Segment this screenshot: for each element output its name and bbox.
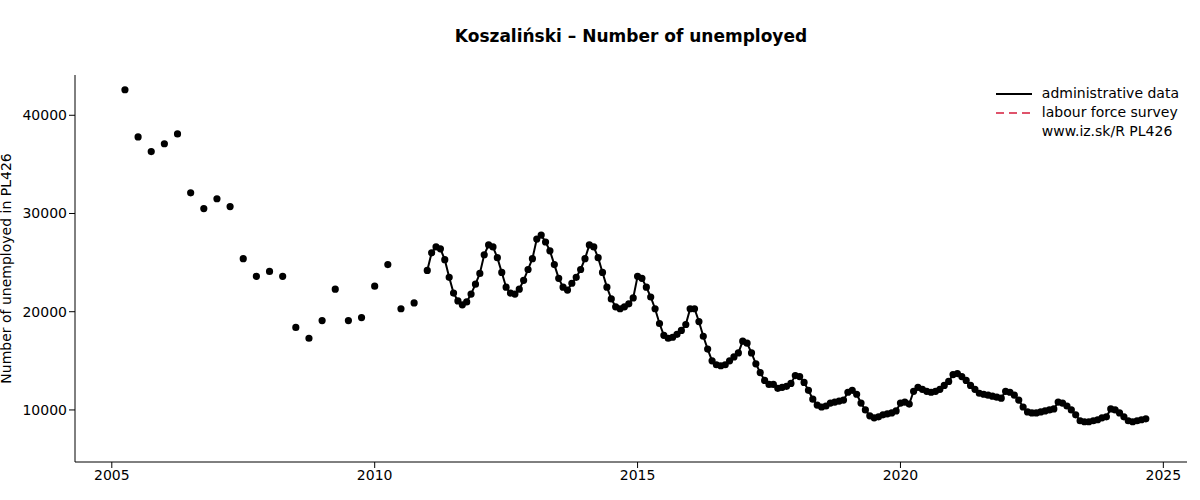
svg-text:2015: 2015 bbox=[620, 467, 656, 483]
svg-text:2010: 2010 bbox=[357, 467, 393, 483]
html-text:www.iz.sk/R PL426: www.iz.sk/R PL426 bbox=[1041, 123, 1173, 139]
svg-text:2025: 2025 bbox=[1146, 467, 1182, 483]
html-text:administrative data: administrative data bbox=[1041, 85, 1179, 101]
svg-text:20000: 20000 bbox=[22, 304, 67, 320]
svg-text:2005: 2005 bbox=[94, 467, 130, 483]
svg-text:10000: 10000 bbox=[22, 402, 67, 418]
svg-text:40000: 40000 bbox=[22, 107, 67, 123]
svg-text:30000: 30000 bbox=[22, 205, 67, 221]
svg-text:Number of unemployed in PL426: Number of unemployed in PL426 bbox=[8, 153, 14, 383]
svg-text:2020: 2020 bbox=[883, 467, 919, 483]
html-text:Koszaliński – Number of unempl: Koszaliński – Number of unemployed bbox=[454, 26, 808, 46]
html-text:labour force survey: labour force survey bbox=[1041, 104, 1178, 120]
